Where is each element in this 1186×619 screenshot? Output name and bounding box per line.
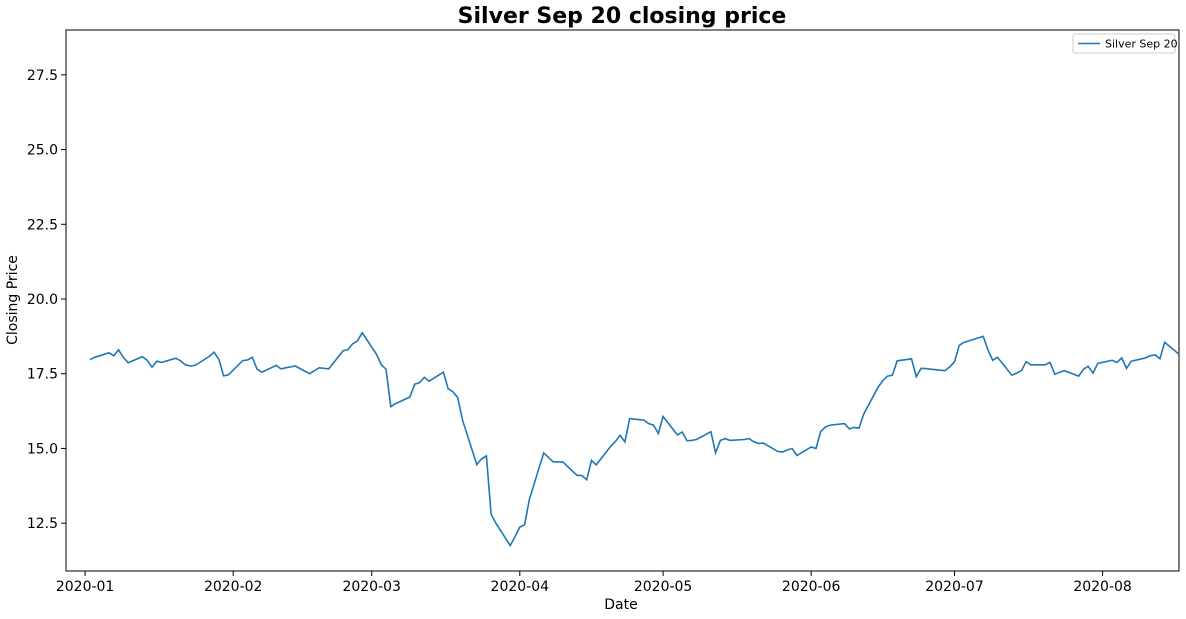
y-tick-label: 25.0 <box>27 143 58 159</box>
x-axis-label: Date <box>604 597 637 613</box>
legend-box <box>1072 33 1176 54</box>
y-tick-label: 27.5 <box>27 68 58 84</box>
y-tick-label: 22.5 <box>27 217 58 233</box>
x-tick-label: 2020-04 <box>491 579 550 595</box>
x-tick-label: 2020-01 <box>56 579 115 595</box>
x-tick-label: 2020-06 <box>782 579 841 595</box>
y-axis: 12.5 15.0 17.5 20.0 22.5 25.0 27.5 <box>27 68 66 532</box>
legend-label: Silver Sep 20 <box>1105 38 1178 51</box>
y-tick-label: 20.0 <box>27 292 58 308</box>
legend: Silver Sep 20 <box>1072 33 1178 54</box>
x-axis: 2020-01 2020-02 2020-03 2020-04 2020-05 2020-… <box>56 571 1132 595</box>
x-tick-label: 2020-08 <box>1073 579 1132 595</box>
plot-area <box>65 29 1180 572</box>
x-tick-label: 2020-07 <box>925 579 984 595</box>
x-tick-label: 2020-05 <box>634 579 693 595</box>
x-tick-label: 2020-03 <box>342 579 401 595</box>
y-tick-label: 15.0 <box>27 441 58 457</box>
chart-title: Silver Sep 20 closing price <box>458 4 787 29</box>
y-axis-label: Closing Price <box>5 255 21 345</box>
x-tick-label: 2020-02 <box>204 579 263 595</box>
series-line-silver-sep-20 <box>89 331 1180 548</box>
y-tick-label: 12.5 <box>27 516 58 532</box>
y-tick-label: 17.5 <box>27 367 58 383</box>
